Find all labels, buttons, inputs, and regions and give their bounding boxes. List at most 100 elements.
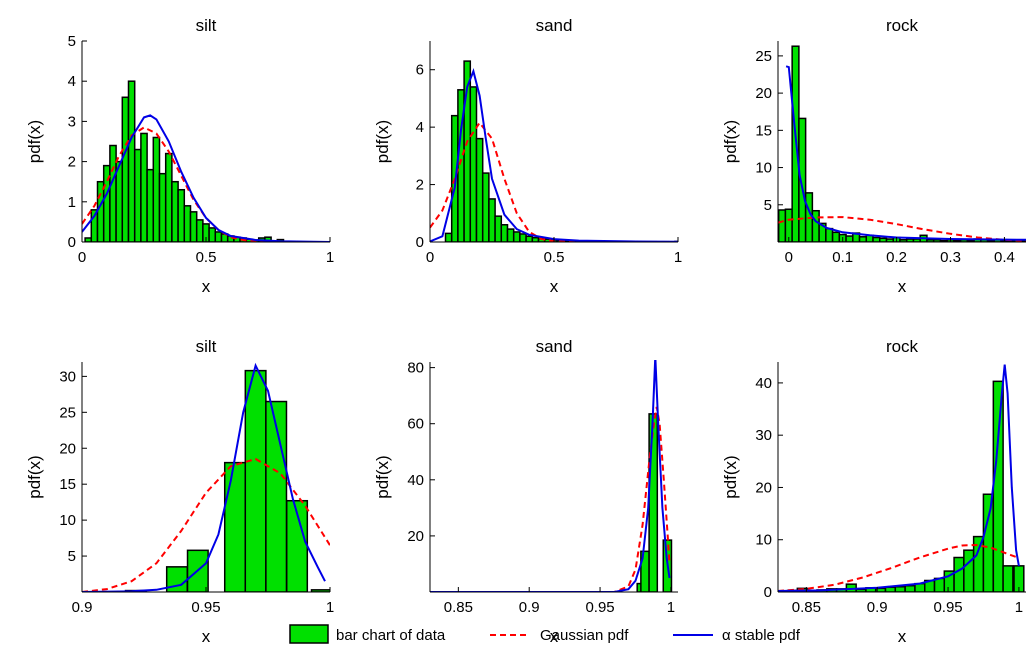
- x-tick-label: 1: [326, 599, 334, 616]
- x-tick-label: 0.95: [585, 599, 614, 616]
- x-tick-label: 0: [426, 249, 434, 266]
- y-tick-label: 20: [755, 479, 772, 496]
- x-tick-label: 0: [785, 249, 793, 266]
- x-tick-label: 1: [326, 249, 334, 266]
- histogram-bar: [519, 233, 527, 242]
- alpha-stable-pdf-curve: [82, 114, 330, 242]
- x-tick-label: 1: [1015, 599, 1023, 616]
- legend-bar-swatch: [289, 624, 329, 644]
- y-tick-label: 80: [407, 360, 424, 377]
- alpha-stable-pdf-curve: [778, 364, 1020, 592]
- histogram-bar: [953, 556, 965, 592]
- y-tick-label: 10: [59, 512, 76, 529]
- histogram-bar: [310, 589, 330, 592]
- histogram-bar: [845, 235, 854, 242]
- histogram-bar: [152, 136, 161, 242]
- x-tick-label: 0: [78, 249, 86, 266]
- x-tick-label: 1: [667, 599, 675, 616]
- y-tick-label: 1: [68, 194, 76, 211]
- x-tick-label: 0.9: [519, 599, 540, 616]
- histogram-bar: [811, 209, 820, 242]
- histogram-bar: [158, 172, 167, 242]
- subplot-title: sand: [536, 337, 573, 356]
- x-axis-label: x: [898, 277, 907, 296]
- plot-area: [82, 80, 330, 242]
- histogram-bar: [933, 577, 946, 592]
- x-tick-label: 0.5: [196, 249, 217, 266]
- y-axis-label: pdf(x): [25, 455, 44, 498]
- histogram-bar: [872, 236, 881, 242]
- plot-area: [778, 45, 1026, 242]
- histogram-bar: [531, 236, 540, 242]
- x-tick-label: 0.9: [867, 599, 888, 616]
- histogram-bar: [146, 168, 155, 242]
- x-tick-label: 0.4: [994, 249, 1015, 266]
- histogram-bar: [109, 144, 117, 242]
- y-axis-label: pdf(x): [373, 120, 392, 163]
- y-tick-label: 0: [764, 584, 772, 601]
- y-tick-label: 3: [68, 113, 76, 130]
- y-tick-label: 6: [416, 62, 424, 79]
- y-tick-label: 25: [59, 404, 76, 421]
- y-tick-label: 60: [407, 416, 424, 433]
- subplot-title: sand: [536, 16, 573, 35]
- histogram-bar: [481, 172, 490, 242]
- histogram-bar: [177, 188, 186, 242]
- alpha-stable-pdf-curve: [430, 67, 678, 242]
- y-tick-label: 5: [764, 197, 772, 214]
- x-tick-label: 0.95: [933, 599, 962, 616]
- legend-box: bar chart of data Gaussian pdf α stable pd…: [289, 624, 801, 644]
- x-axis-label: x: [550, 277, 559, 296]
- subplot-1: 0 0.5 1 0 1 2 3 4 5 silt x pdf(x): [25, 16, 334, 296]
- histogram-bar: [904, 584, 916, 592]
- histogram-bar: [494, 215, 503, 242]
- histogram-bar: [488, 198, 496, 242]
- legend-label-stable: α stable pdf: [722, 627, 801, 644]
- subplot-3: 0 0.1 0.2 0.3 0.4 5 10 15 20 25 rock x pdf(x): [721, 16, 1026, 296]
- y-tick-label: 5: [68, 548, 76, 565]
- legend-label-bars: bar chart of data: [336, 627, 446, 644]
- y-tick-label: 4: [68, 73, 76, 90]
- histogram-bar: [648, 413, 659, 592]
- plot-area: [430, 360, 673, 592]
- plot-area: [778, 364, 1025, 592]
- histogram-bar: [183, 205, 192, 242]
- y-tick-label: 4: [416, 119, 424, 136]
- y-tick-label: 0: [416, 234, 424, 251]
- legend-label-gaussian: Gaussian pdf: [540, 627, 629, 644]
- histogram-bar: [121, 96, 130, 242]
- y-axis-label: pdf(x): [721, 455, 740, 498]
- histogram-bar: [444, 232, 453, 242]
- y-tick-label: 15: [755, 122, 772, 139]
- histogram-bar: [884, 586, 897, 592]
- y-tick-label: 0: [68, 234, 76, 251]
- x-axis-label: x: [550, 627, 559, 646]
- x-axis-label: x: [898, 627, 907, 646]
- y-tick-label: 10: [755, 160, 772, 177]
- histogram-bar: [133, 148, 142, 242]
- y-axis-label: pdf(x): [721, 120, 740, 163]
- y-axis-label: pdf(x): [373, 455, 392, 498]
- subplot-title: rock: [886, 337, 919, 356]
- histogram-bar: [525, 235, 534, 242]
- histogram-bar: [84, 237, 93, 242]
- alpha-stable-pdf-curve: [430, 360, 671, 592]
- histogram-bar: [798, 117, 807, 242]
- histogram-bar: [831, 231, 841, 242]
- histogram-bar: [982, 493, 994, 592]
- y-tick-label: 40: [407, 472, 424, 489]
- y-tick-label: 25: [755, 48, 772, 65]
- plot-area: [82, 362, 330, 592]
- histogram-bar: [96, 180, 105, 242]
- x-axis-label: x: [202, 627, 211, 646]
- histogram-bar: [223, 461, 247, 592]
- subplot-title: rock: [886, 16, 919, 35]
- y-tick-label: 2: [68, 154, 76, 171]
- histogram-bar: [825, 227, 834, 242]
- subplot-title: silt: [196, 337, 217, 356]
- y-tick-label: 30: [59, 368, 76, 385]
- histogram-bar: [195, 219, 204, 242]
